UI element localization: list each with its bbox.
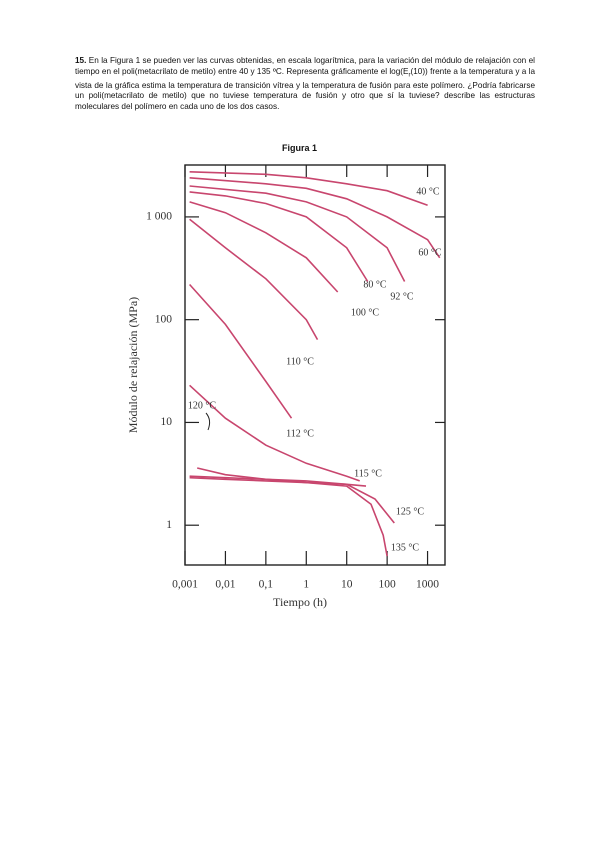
question-body: (10)) frente a la temperatura y a la vis… (75, 66, 535, 112)
curve-label: 135 °C (391, 542, 419, 553)
subscript: r (408, 72, 411, 79)
x-tick-label: 0,001 (172, 579, 198, 591)
curve (189, 476, 388, 557)
y-tick-label: 1 000 (146, 211, 172, 223)
curve (189, 384, 360, 482)
x-tick-label: 100 (379, 579, 397, 591)
curve (189, 191, 369, 282)
y-tick-label: 1 (166, 519, 172, 531)
curve-label: 40 °C (416, 186, 439, 197)
curve-label: 120 °C (188, 400, 216, 411)
question-number: 15. (75, 56, 87, 65)
curve-label: 80 °C (363, 279, 386, 290)
curve (189, 218, 319, 340)
curve (189, 185, 406, 282)
curve-label: 125 °C (396, 506, 424, 517)
y-tick-label: 10 (161, 416, 173, 428)
curve-label: 100 °C (351, 307, 379, 318)
x-tick-label: 1 (303, 579, 309, 591)
curve-label: 110 °C (286, 356, 314, 367)
curve (189, 177, 441, 259)
x-axis-label: Tiempo (h) (273, 595, 327, 609)
curve (189, 475, 395, 524)
y-tick-label: 100 (155, 313, 173, 325)
plot-frame (184, 164, 446, 566)
curve-label: 115 °C (354, 468, 382, 479)
x-tick-label: 1000 (416, 579, 439, 591)
question-text: 15. En la Figura 1 se pueden ver las cur… (75, 56, 535, 113)
x-tick-label: 0,1 (259, 579, 274, 591)
label-arrow (205, 412, 211, 431)
x-tick-label: 10 (341, 579, 353, 591)
curve (189, 283, 293, 419)
question-body: En la Figura 1 se pueden ver las curvas … (75, 56, 536, 76)
y-axis-label: Módulo de relajación (MPa) (126, 297, 140, 433)
curve-label: 92 °C (390, 291, 413, 302)
curve-label: 60 °C (418, 247, 441, 258)
curve-label: 112 °C (286, 428, 314, 439)
curve (189, 201, 339, 293)
figure-caption: Figura 1 (281, 143, 317, 153)
x-tick-label: 0,01 (215, 579, 235, 591)
curve (189, 171, 428, 206)
